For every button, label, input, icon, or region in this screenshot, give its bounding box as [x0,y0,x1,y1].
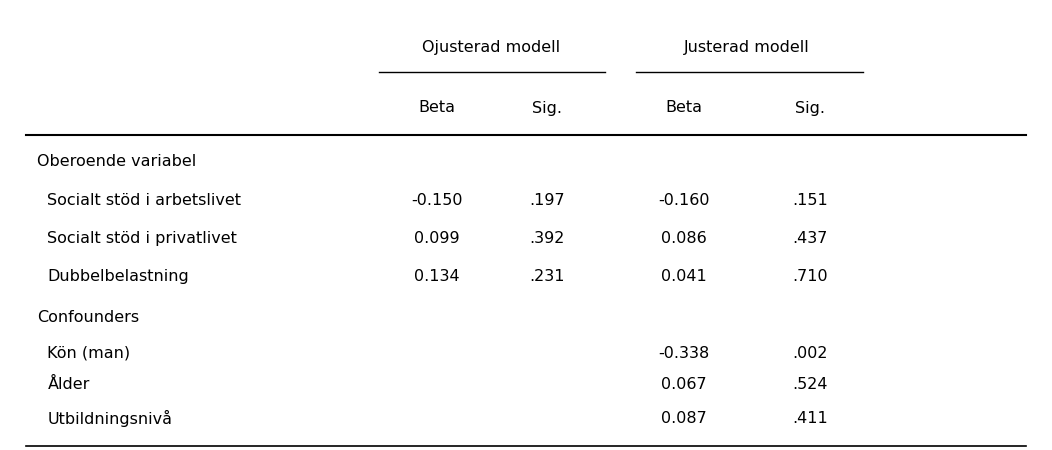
Text: Dubbelbelastning: Dubbelbelastning [47,269,189,284]
Text: Confounders: Confounders [37,310,139,325]
Text: .002: .002 [792,346,828,361]
Text: Justerad modell: Justerad modell [684,40,810,55]
Text: Oberoende variabel: Oberoende variabel [37,154,196,170]
Text: 0.099: 0.099 [413,231,460,246]
Text: Beta: Beta [665,100,703,116]
Text: .231: .231 [529,269,565,284]
Text: 0.086: 0.086 [661,231,707,246]
Text: .151: .151 [792,193,828,208]
Text: 0.134: 0.134 [413,269,460,284]
Text: Beta: Beta [418,100,456,116]
Text: .411: .411 [792,411,828,426]
Text: Utbildningsnivå: Utbildningsnivå [47,410,173,427]
Text: Sig.: Sig. [795,100,825,116]
Text: -0.338: -0.338 [659,346,709,361]
Text: .197: .197 [529,193,565,208]
Text: 0.041: 0.041 [661,269,707,284]
Text: Kön (man): Kön (man) [47,346,130,361]
Text: .710: .710 [792,269,828,284]
Text: 0.087: 0.087 [661,411,707,426]
Text: Sig.: Sig. [532,100,562,116]
Text: -0.160: -0.160 [659,193,709,208]
Text: .392: .392 [529,231,565,246]
Text: .524: .524 [792,377,828,392]
Text: Ojusterad modell: Ojusterad modell [422,40,561,55]
Text: Socialt stöd i privatlivet: Socialt stöd i privatlivet [47,231,237,246]
Text: .437: .437 [792,231,828,246]
Text: Ålder: Ålder [47,377,89,392]
Text: Socialt stöd i arbetslivet: Socialt stöd i arbetslivet [47,193,241,208]
Text: 0.067: 0.067 [661,377,707,392]
Text: -0.150: -0.150 [411,193,462,208]
